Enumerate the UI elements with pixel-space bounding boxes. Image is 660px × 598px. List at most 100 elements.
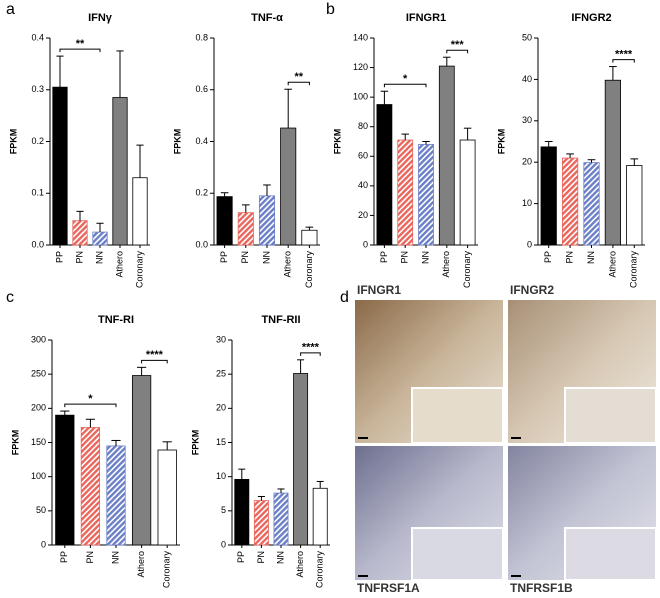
error-bar	[422, 141, 430, 145]
error-bar	[544, 141, 553, 147]
significance-bracket	[612, 59, 635, 63]
panel-label: d	[340, 289, 349, 306]
y-tick-label: 100	[31, 471, 46, 481]
x-tick-label: PN	[85, 551, 95, 564]
error-bar	[111, 439, 121, 446]
y-tick-label: 100	[353, 92, 368, 102]
bar	[280, 127, 297, 246]
error-bar	[566, 153, 574, 159]
y-tick-label: 0	[363, 239, 368, 249]
x-tick-label: Coronary	[162, 551, 172, 589]
x-tick-label: Athero	[114, 251, 124, 278]
y-tick-label: 0.4	[195, 136, 208, 146]
y-tick-label: 0.0	[195, 239, 208, 249]
y-axis-label: FPKM	[496, 129, 506, 155]
error-bar	[609, 66, 617, 81]
x-tick-label: PP	[54, 251, 64, 263]
y-tick-label: 0	[41, 539, 46, 549]
bar	[258, 195, 276, 246]
x-tick-label: PP	[219, 251, 229, 263]
error-bar	[380, 90, 389, 105]
error-bar	[56, 55, 64, 88]
bar	[301, 229, 318, 246]
chart-title: TNF-RI	[98, 314, 134, 326]
bar	[132, 177, 148, 246]
significance-bracket	[300, 352, 321, 356]
micrograph	[355, 446, 504, 581]
error-bar	[76, 210, 84, 221]
bar	[80, 427, 101, 546]
y-tick-label: 200	[31, 403, 46, 413]
y-tick-label: 15	[216, 437, 226, 447]
y-tick-label: 0.2	[31, 136, 44, 146]
significance-bracket	[383, 83, 427, 88]
error-bar	[241, 204, 250, 213]
bar	[312, 487, 328, 546]
error-bar	[277, 488, 285, 494]
y-tick-label: 300	[31, 334, 46, 344]
error-bar	[238, 468, 246, 480]
y-axis-label: FPKM	[8, 129, 18, 155]
x-tick-label: Athero	[607, 251, 617, 278]
y-tick-label: 5	[221, 505, 226, 515]
x-tick-label: Athero	[136, 551, 146, 578]
y-tick-label: 50	[36, 505, 46, 515]
bar	[397, 139, 414, 246]
x-tick-label: NN	[586, 251, 596, 264]
x-tick-label: Coronary	[304, 251, 314, 289]
y-tick-label: 250	[31, 369, 46, 379]
bar	[459, 139, 476, 246]
error-bar	[220, 192, 229, 197]
x-tick-label: PN	[400, 251, 410, 264]
bar	[540, 146, 557, 246]
error-bar	[297, 359, 305, 374]
chart-title: IFNGR2	[571, 12, 611, 24]
bar	[293, 373, 309, 546]
y-tick-label: 10	[216, 471, 226, 481]
y-tick-label: 0.4	[31, 32, 44, 42]
image-label: TNFRSF1B	[510, 581, 573, 595]
y-tick-label: 120	[353, 62, 368, 72]
bar	[52, 86, 68, 246]
x-tick-label: NN	[261, 251, 271, 264]
x-tick-label: PN	[74, 251, 84, 264]
image-label: IFNGR1	[357, 283, 401, 297]
y-tick-label: 25	[216, 369, 226, 379]
bar	[131, 375, 152, 546]
x-tick-label: Athero	[283, 251, 293, 278]
significance-bracket	[64, 403, 117, 408]
error-bar	[257, 495, 265, 501]
y-tick-label: 40	[522, 74, 532, 84]
x-tick-label: NN	[420, 251, 430, 264]
significance-label: ****	[615, 48, 633, 60]
bar	[583, 162, 600, 246]
significance-label: ***	[451, 39, 465, 51]
bar	[237, 212, 254, 246]
x-tick-label: Athero	[441, 251, 451, 278]
y-tick-label: 0.6	[195, 84, 208, 94]
bar	[418, 144, 434, 246]
y-tick-label: 0.8	[195, 32, 208, 42]
significance-label: ****	[302, 342, 320, 354]
bar	[234, 478, 250, 546]
y-axis-label: FPKM	[172, 129, 182, 155]
y-tick-label: 30	[216, 334, 226, 344]
y-tick-label: 60	[358, 151, 368, 161]
bar	[216, 196, 233, 246]
chart-title: IFNγ	[88, 12, 113, 24]
x-tick-label: Coronary	[315, 551, 325, 589]
y-tick-label: 0.2	[195, 188, 208, 198]
y-tick-label: 20	[522, 157, 532, 167]
y-tick-label: 150	[31, 437, 46, 447]
significance-label: *	[88, 393, 93, 405]
error-bar	[162, 441, 172, 451]
significance-bracket	[141, 359, 168, 364]
y-tick-label: 0	[527, 239, 532, 249]
x-tick-label: PN	[256, 551, 266, 564]
x-tick-label: PN	[564, 251, 574, 264]
error-bar	[401, 133, 409, 141]
y-tick-label: 80	[358, 121, 368, 131]
significance-bracket	[287, 81, 310, 86]
bar	[438, 65, 455, 246]
error-bar	[587, 159, 596, 163]
